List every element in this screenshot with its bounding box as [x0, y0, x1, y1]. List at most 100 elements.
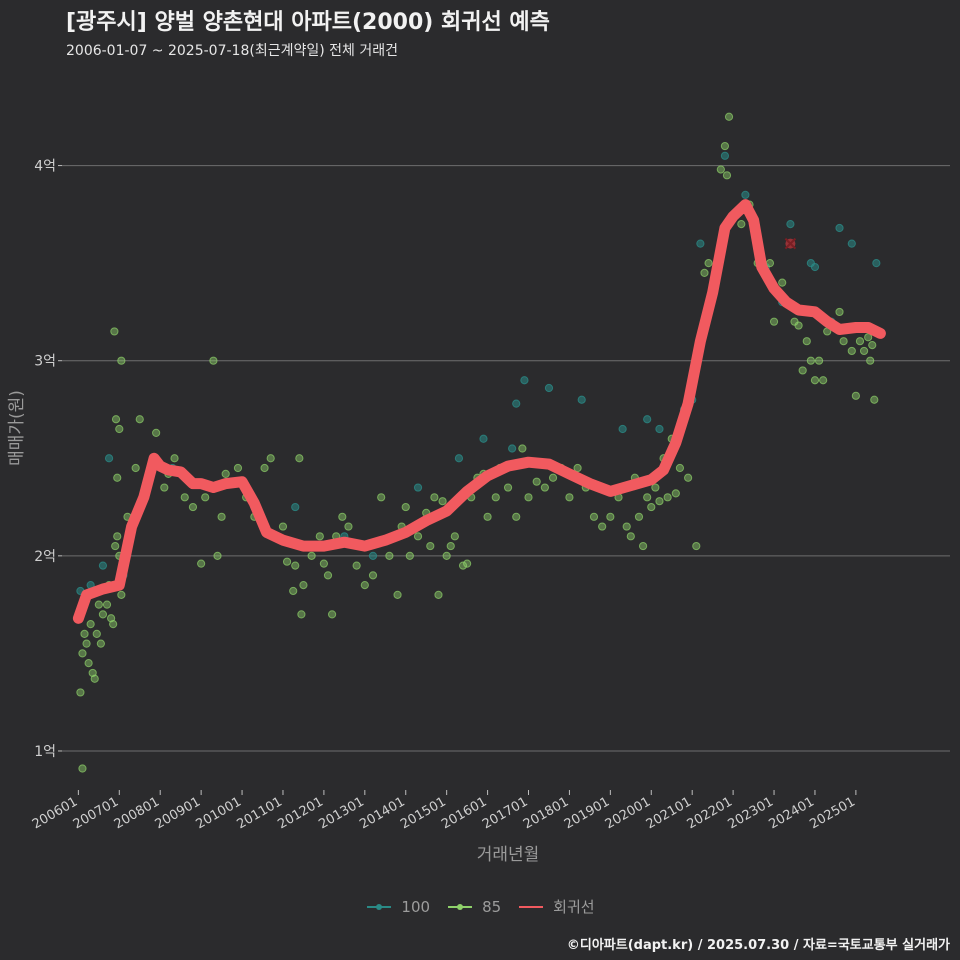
series-85-point [819, 376, 828, 385]
x-tick-label: 201801 [521, 794, 571, 832]
series-85-point [152, 428, 161, 438]
series-85-point [851, 391, 860, 400]
series-100-point [291, 502, 300, 512]
series-100-point [104, 454, 114, 463]
series-85-point [113, 473, 122, 482]
x-tick-label: 200801 [112, 794, 162, 832]
series-85-point [430, 493, 439, 502]
series-85-point [360, 581, 369, 590]
series-85-point [643, 493, 652, 502]
series-85-point [859, 346, 869, 356]
x-tick-label: 201101 [234, 794, 284, 832]
series-85-point [405, 551, 414, 560]
series-85-point [233, 463, 243, 473]
source-caption: ©디아파트(dapt.kr) / 2025.07.30 / 자료=국토교통부 실… [566, 938, 950, 953]
series-85-point [458, 561, 468, 570]
series-85-point [111, 415, 121, 424]
series-85-point [866, 356, 875, 365]
series-85-point [338, 512, 347, 521]
series-85-point [765, 259, 775, 268]
series-85-point [96, 639, 105, 648]
legend-key-85 [448, 903, 473, 910]
series-85-points [76, 112, 879, 773]
x-tick-label: 202001 [603, 794, 653, 832]
x-tick-label: 202101 [644, 794, 694, 832]
series-85-point [160, 483, 169, 492]
series-100-point [847, 239, 856, 248]
series-85-point [188, 502, 198, 512]
series-85-point [442, 551, 451, 560]
series-85-point [806, 356, 815, 365]
series-85-point [671, 489, 680, 498]
legend-item-regression[interactable]: 회귀선 [517, 896, 595, 917]
y-axis-ticks: 1억 2억 3억 4억 [34, 159, 62, 760]
series-85-point [675, 463, 685, 473]
series-85-point [260, 463, 269, 473]
x-tick-label: 201001 [194, 794, 244, 832]
series-85-point [84, 659, 93, 668]
series-85-point [573, 463, 582, 473]
series-85-point [704, 259, 713, 268]
series-85-point [540, 483, 549, 492]
series-85-point [86, 620, 95, 629]
series-85-point [483, 512, 492, 521]
x-tick-label: 200701 [71, 794, 121, 832]
series-100-point [741, 190, 750, 199]
chart-subtitle: 2006-01-07 ~ 2025-07-18(최근계약일) 전체 거래건 [66, 43, 398, 59]
series-85-point [344, 522, 353, 531]
series-85-point [385, 551, 394, 560]
legend-label-100: 100 [401, 897, 431, 916]
series-85-point [847, 346, 856, 356]
series-85-point [814, 356, 824, 365]
series-85-point [798, 366, 807, 375]
series-85-point [297, 610, 306, 619]
series-85-point [438, 497, 447, 506]
x-axis-label: 거래년월 [477, 845, 540, 865]
series-85-point [589, 512, 599, 521]
series-85-point [548, 473, 558, 482]
series-85-point [413, 532, 423, 541]
series-85-point [111, 541, 120, 551]
series-85-point [295, 454, 304, 463]
series-85-point [180, 493, 189, 502]
series-100-point [98, 561, 108, 570]
series-100-point [786, 220, 795, 229]
series-85-point [626, 532, 635, 541]
series-100-point [720, 151, 730, 160]
series-100-point [368, 551, 378, 560]
series-85-point [110, 327, 119, 336]
x-tick-label: 201701 [480, 794, 530, 832]
series-85-point [434, 590, 443, 599]
series-100-point [872, 259, 881, 268]
series-100-point [520, 376, 529, 385]
series-85-point [299, 581, 308, 590]
series-85-point [720, 141, 730, 151]
series-85-point [278, 522, 288, 531]
series-85-point [76, 688, 85, 697]
y-axis-label: 매매가(원) [7, 390, 27, 466]
series-85-point [117, 590, 126, 599]
y-tick-label: 4억 [34, 159, 56, 175]
series-85-point [217, 512, 226, 521]
series-85-point [518, 444, 527, 453]
x-tick-label: 202301 [726, 794, 776, 832]
series-85-point [90, 674, 99, 683]
series-85-point [794, 321, 803, 330]
series-85-point [864, 333, 873, 342]
series-100-point [508, 444, 517, 453]
series-100-point [696, 239, 705, 248]
series-85-point [291, 561, 300, 570]
legend-item-100[interactable]: 100 [365, 897, 430, 917]
series-85-point [213, 551, 222, 560]
series-100-point [512, 399, 521, 408]
series-85-point [307, 551, 316, 560]
series-85-point [113, 532, 122, 541]
series-85-point [655, 497, 664, 506]
series-85-point [663, 493, 672, 502]
series-85-point [82, 639, 91, 648]
series-85-point [450, 532, 459, 541]
legend-item-85[interactable]: 85 [446, 897, 501, 917]
series-85-point [80, 629, 89, 638]
series-85-point [634, 512, 644, 521]
x-tick-label: 201401 [357, 794, 407, 832]
